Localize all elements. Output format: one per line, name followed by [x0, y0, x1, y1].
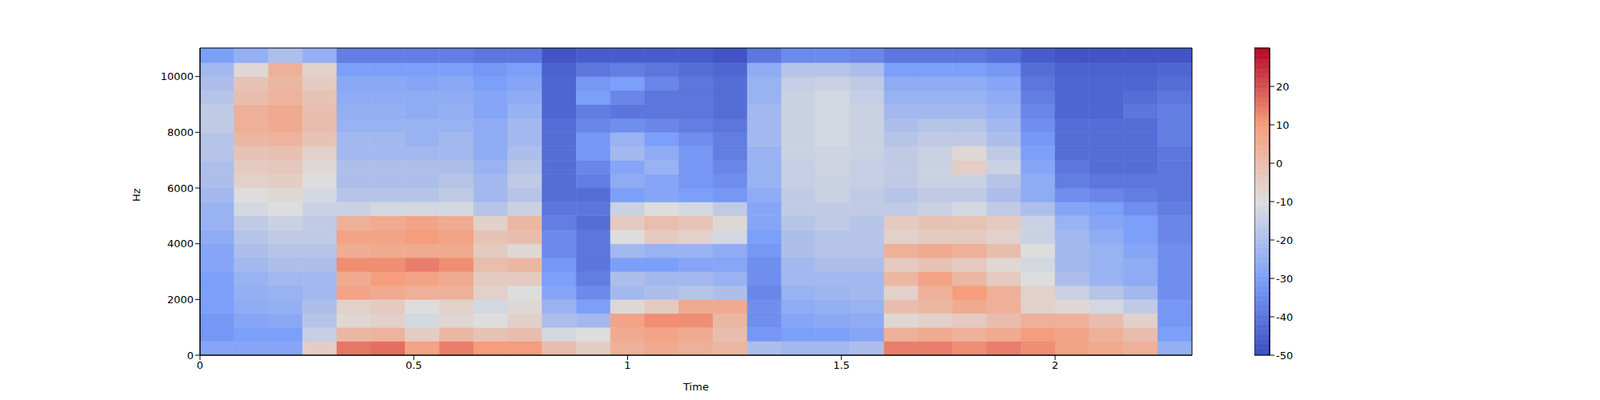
- svg-text:0.5: 0.5: [405, 359, 423, 372]
- svg-text:4000: 4000: [167, 237, 194, 250]
- svg-text:10: 10: [1276, 119, 1290, 132]
- svg-text:2: 2: [1052, 359, 1059, 372]
- svg-text:0: 0: [187, 349, 194, 362]
- svg-text:-50: -50: [1276, 349, 1293, 362]
- svg-text:1.5: 1.5: [832, 359, 850, 372]
- svg-text:6000: 6000: [167, 182, 194, 195]
- svg-text:Time: Time: [682, 380, 709, 393]
- svg-text:2000: 2000: [167, 293, 194, 306]
- svg-text:0: 0: [196, 359, 204, 372]
- svg-text:-40: -40: [1276, 311, 1293, 324]
- svg-text:-10: -10: [1276, 196, 1293, 208]
- svg-text:8000: 8000: [167, 126, 194, 139]
- svg-text:0: 0: [1276, 157, 1283, 170]
- svg-text:-20: -20: [1276, 234, 1293, 247]
- svg-text:-30: -30: [1276, 272, 1293, 285]
- svg-text:1: 1: [624, 359, 631, 372]
- svg-text:10000: 10000: [160, 70, 194, 83]
- svg-text:Hz: Hz: [130, 188, 143, 202]
- svg-text:20: 20: [1276, 80, 1290, 93]
